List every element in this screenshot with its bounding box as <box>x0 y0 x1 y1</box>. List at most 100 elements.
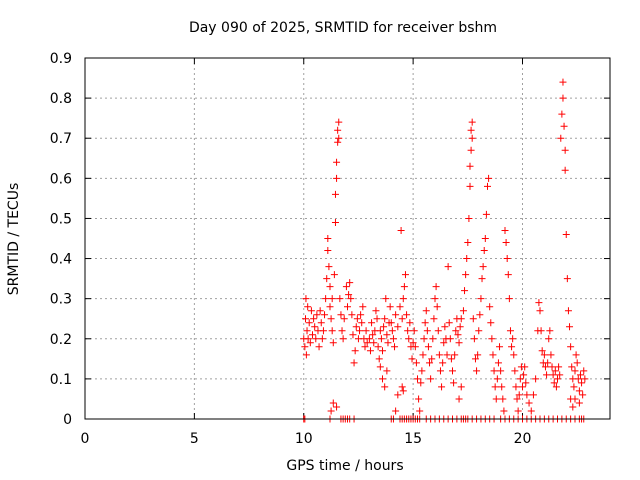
data-point <box>321 311 329 319</box>
data-point <box>491 383 499 391</box>
data-point <box>512 383 520 391</box>
data-point <box>496 343 504 351</box>
data-point <box>490 367 498 375</box>
data-point <box>352 323 360 331</box>
data-point <box>312 335 320 343</box>
data-point <box>414 375 421 383</box>
data-point <box>403 311 411 319</box>
data-point <box>340 315 348 323</box>
data-point <box>398 315 406 323</box>
data-point <box>475 327 483 335</box>
y-tick-label: 0.7 <box>50 131 72 147</box>
data-point <box>387 319 395 327</box>
data-point <box>455 395 463 403</box>
data-point <box>550 379 558 387</box>
data-point <box>359 303 367 311</box>
data-point <box>363 339 371 347</box>
data-point <box>541 363 549 371</box>
data-point <box>504 271 512 279</box>
x-tick-label: 0 <box>81 431 90 447</box>
data-point <box>482 210 490 218</box>
data-point <box>510 351 518 359</box>
data-point <box>570 383 578 391</box>
data-point <box>379 347 386 355</box>
data-point <box>555 363 563 371</box>
data-point <box>560 122 568 130</box>
data-point <box>369 331 377 339</box>
data-point <box>477 295 485 303</box>
chart-title: Day 090 of 2025, SRMTID for receiver bsh… <box>189 20 497 36</box>
data-point <box>401 271 409 279</box>
data-point <box>391 343 399 351</box>
data-point <box>466 182 474 190</box>
data-point <box>568 363 576 371</box>
data-point <box>386 303 394 311</box>
data-point <box>552 383 560 391</box>
data-point <box>462 271 470 279</box>
data-point <box>576 371 584 379</box>
data-point <box>404 327 412 335</box>
data-point <box>330 271 338 279</box>
data-point <box>498 383 506 391</box>
data-point <box>429 335 437 343</box>
data-point <box>485 174 493 182</box>
data-point <box>438 383 446 391</box>
data-point <box>372 307 380 315</box>
data-point <box>461 287 469 295</box>
data-point <box>566 323 574 331</box>
data-point <box>467 146 475 154</box>
data-point <box>499 395 507 403</box>
data-point <box>447 355 455 363</box>
data-point <box>444 263 452 271</box>
data-point <box>383 367 391 375</box>
data-point <box>575 399 583 407</box>
data-point <box>543 371 551 379</box>
data-point <box>415 395 423 403</box>
data-point <box>410 327 418 335</box>
data-point <box>306 339 314 347</box>
data-point <box>307 307 315 315</box>
data-point <box>339 335 347 343</box>
data-point <box>302 295 310 303</box>
data-point <box>469 315 477 323</box>
data-point <box>331 190 339 198</box>
data-point <box>328 295 336 303</box>
x-tick-label: 5 <box>190 431 199 447</box>
data-point <box>451 351 459 359</box>
data-point <box>348 311 356 319</box>
data-point <box>487 319 495 327</box>
data-point <box>532 375 540 383</box>
data-point <box>445 319 453 327</box>
axis-ticks: 0 0.1 0.2 0.3 0.4 0.5 0.6 0.7 0.8 0.9 0 5 10 15 20 <box>50 51 610 447</box>
data-point <box>516 375 524 383</box>
data-point <box>420 335 428 343</box>
data-point <box>361 343 369 351</box>
y-tick-label: 0.1 <box>50 372 72 388</box>
data-point <box>428 355 436 363</box>
data-point <box>366 347 374 355</box>
data-point <box>303 327 311 335</box>
data-point <box>561 166 569 174</box>
data-point <box>315 343 323 351</box>
data-point <box>301 343 309 351</box>
data-point <box>500 407 508 415</box>
data-point <box>427 375 435 383</box>
data-point <box>379 375 386 383</box>
data-point <box>333 403 341 411</box>
data-point <box>473 367 481 375</box>
data-point <box>357 311 365 319</box>
data-point <box>375 355 383 363</box>
data-point <box>426 359 434 367</box>
data-point <box>529 391 537 399</box>
data-point <box>563 275 571 283</box>
data-point <box>479 263 487 271</box>
data-point <box>416 407 424 415</box>
data-point <box>408 355 416 363</box>
y-tick-label: 0.5 <box>50 211 72 227</box>
data-point <box>377 335 385 343</box>
data-point <box>396 303 404 311</box>
data-point <box>581 375 589 383</box>
data-point <box>505 295 513 303</box>
data-point <box>356 327 364 335</box>
data-point <box>335 118 343 126</box>
